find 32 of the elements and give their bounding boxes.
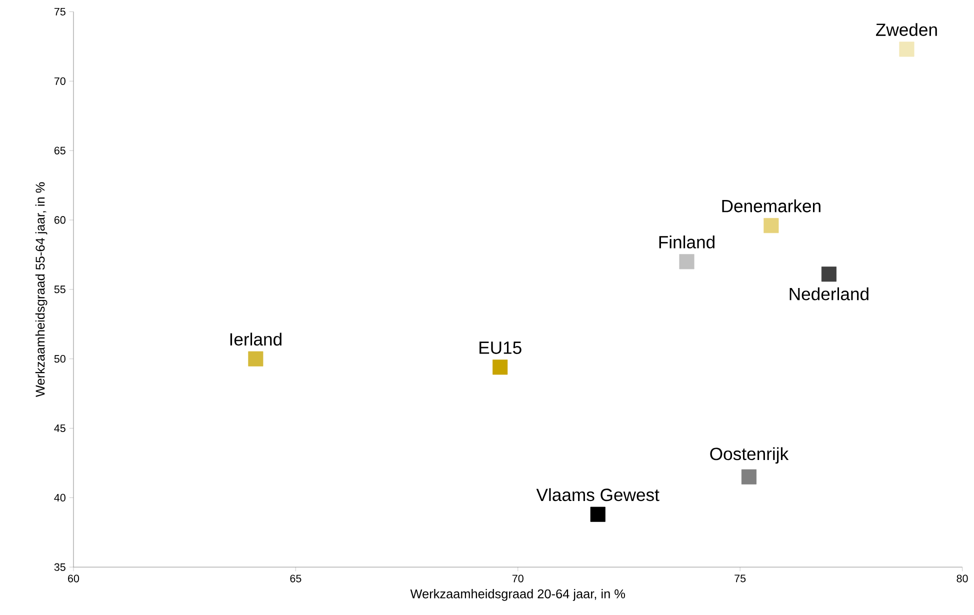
x-tick-label: 80 — [956, 574, 968, 582]
y-tick-label: 45 — [54, 424, 66, 432]
series-label: Ierland — [230, 332, 282, 346]
point — [764, 218, 779, 234]
y-tick-label: 35 — [54, 563, 66, 571]
series-label: Nederland — [790, 287, 868, 300]
x-tick-label: 60 — [68, 574, 80, 582]
y-axis-title: Werkzaamheidsgraad 55-64 jaar, in % — [35, 182, 48, 397]
y-tick-label: 75 — [54, 8, 66, 16]
series-label: Vlaams Gewest — [536, 488, 660, 502]
x-tick-label: 75 — [734, 574, 746, 582]
point — [821, 266, 836, 282]
series-label: Finland — [659, 236, 714, 248]
y-tick-label: 70 — [54, 77, 66, 85]
x-tick-label: 70 — [512, 574, 524, 582]
series-label: Oostenrijk — [710, 447, 789, 464]
y-tick-label: 65 — [54, 146, 66, 154]
point — [741, 469, 756, 484]
y-tick-label: 40 — [54, 494, 66, 502]
series-label: Denemarken — [722, 199, 820, 212]
point — [679, 254, 694, 270]
x-tick-label: 65 — [290, 574, 302, 582]
y-tick-label: 60 — [54, 216, 66, 224]
point — [248, 351, 264, 366]
point — [590, 506, 606, 522]
point — [899, 42, 914, 57]
point — [492, 360, 508, 375]
y-tick-label: 50 — [54, 355, 66, 363]
x-axis-title: Werkzaamheidsgraad 20-64 jaar, in % — [410, 589, 626, 601]
series-label: Zweden — [876, 23, 937, 36]
y-tick-label: 55 — [54, 286, 66, 294]
series-label: EU15 — [480, 342, 522, 354]
